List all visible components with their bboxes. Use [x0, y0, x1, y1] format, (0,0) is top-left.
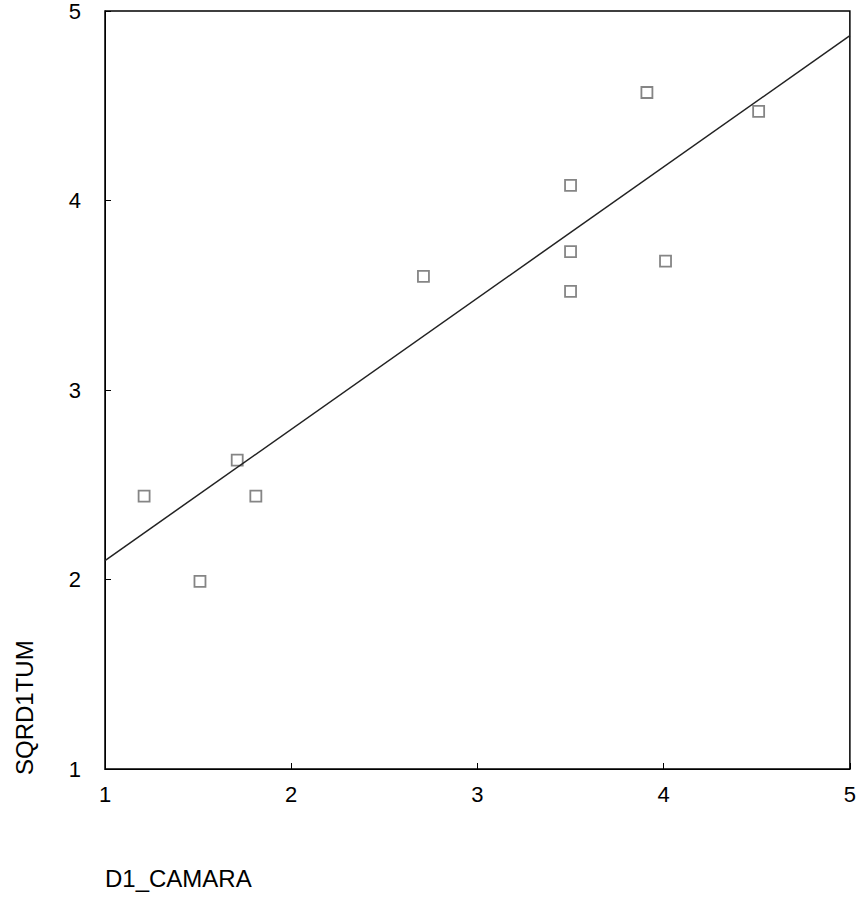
svg-text:1: 1 [99, 782, 111, 807]
svg-text:SQRD1TUM: SQRD1TUM [11, 640, 38, 775]
svg-text:5: 5 [69, 0, 81, 24]
svg-text:D1_CAMARA: D1_CAMARA [105, 865, 252, 892]
svg-text:4: 4 [69, 188, 81, 213]
svg-text:3: 3 [69, 378, 81, 403]
svg-text:4: 4 [658, 782, 670, 807]
svg-text:2: 2 [285, 782, 297, 807]
svg-text:1: 1 [69, 757, 81, 782]
svg-text:2: 2 [69, 567, 81, 592]
svg-text:5: 5 [844, 782, 856, 807]
svg-text:3: 3 [471, 782, 483, 807]
